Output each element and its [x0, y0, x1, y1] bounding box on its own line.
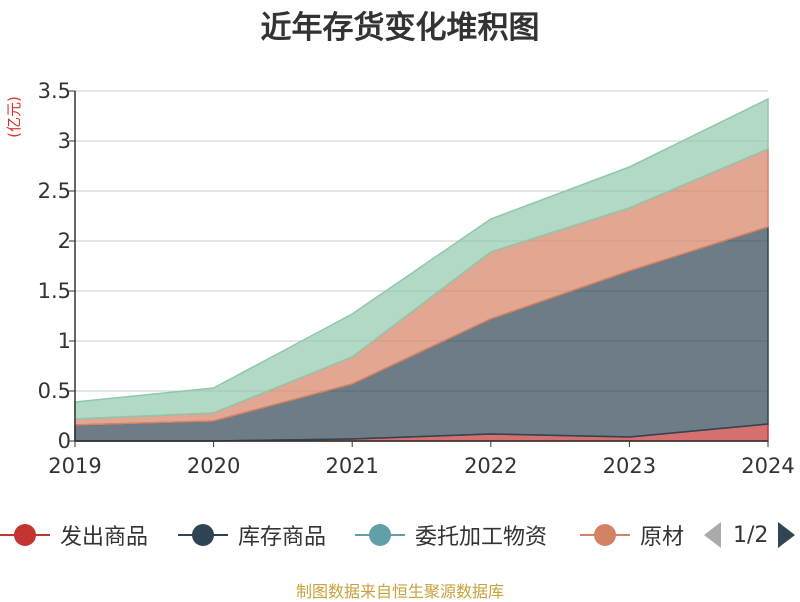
x-tick-label: 2020 [187, 454, 240, 478]
y-tick-label: 0.5 [38, 379, 71, 403]
legend-label: 委托加工物资 [415, 525, 548, 550]
y-tick-label: 2 [58, 229, 71, 253]
prev-page-icon[interactable] [704, 522, 721, 548]
legend-marker-icon [580, 515, 630, 555]
legend-page-indicator: 1/2 [733, 522, 769, 548]
legend-marker-icon [178, 515, 228, 555]
legend: 发出商品 库存商品 委托加工物资 原材 [0, 515, 800, 555]
y-tick-label: 0 [58, 429, 71, 453]
x-tick-label: 2021 [325, 454, 378, 478]
legend-marker-icon [0, 515, 50, 555]
chart-title: 近年存货变化堆积图 [260, 10, 540, 46]
legend-item-raw-materials[interactable]: 原材 [580, 515, 684, 555]
legend-label: 库存商品 [238, 525, 327, 550]
y-tick-label: 2.5 [38, 179, 71, 203]
next-page-icon[interactable] [778, 522, 796, 548]
legend-pager: 1/2 [700, 515, 800, 555]
legend-item-shipped-goods[interactable]: 发出商品 [0, 515, 148, 555]
x-tick-label: 2019 [48, 454, 101, 478]
y-axis-unit-label: (亿元) [5, 96, 23, 138]
x-tick-label: 2024 [741, 454, 794, 478]
y-tick-label: 3.5 [38, 79, 71, 103]
y-tick-label: 1.5 [38, 279, 71, 303]
legend-label: 原材 [640, 525, 685, 550]
y-tick-label: 3 [58, 129, 71, 153]
legend-item-inventory-goods[interactable]: 库存商品 [178, 515, 326, 555]
x-tick-label: 2023 [603, 454, 656, 478]
data-source-footer: 制图数据来自恒生聚源数据库 [295, 582, 504, 601]
area-series-4 [74, 97, 769, 420]
x-tick-label: 2022 [464, 454, 517, 478]
y-tick-label: 1 [58, 329, 71, 353]
legend-marker-icon [355, 515, 405, 555]
legend-label: 发出商品 [60, 525, 149, 550]
legend-item-consigned-processing[interactable]: 委托加工物资 [355, 515, 547, 555]
